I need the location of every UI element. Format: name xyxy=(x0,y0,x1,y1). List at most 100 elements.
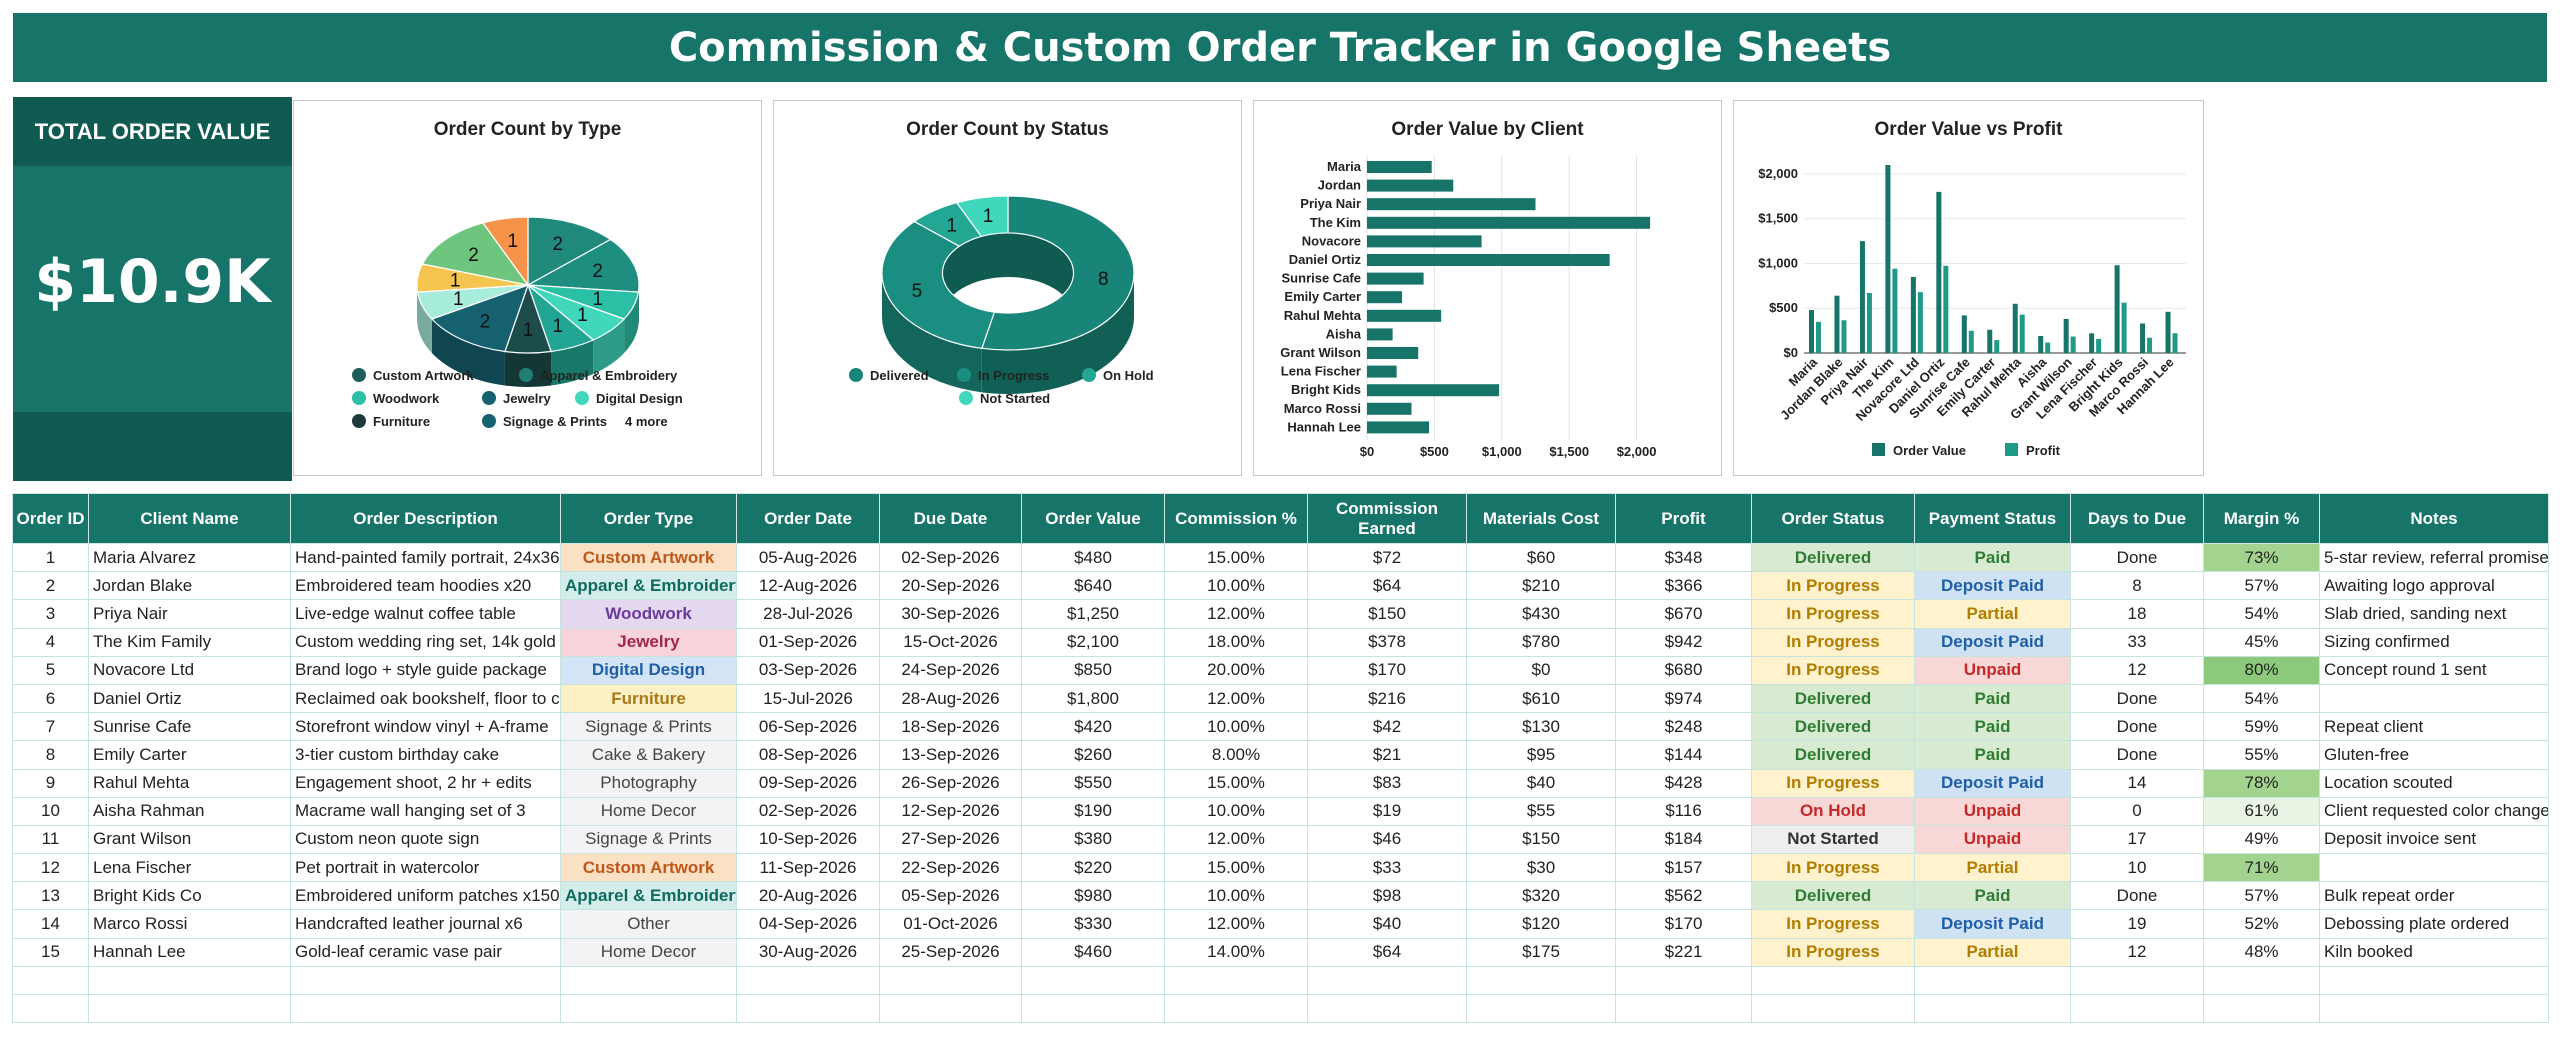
table-row[interactable]: 10 Aisha Rahman Macrame wall hanging set o… xyxy=(12,796,2549,826)
notes-cell[interactable] xyxy=(2319,853,2549,883)
order-value-cell[interactable]: $420 xyxy=(1021,712,1165,742)
table-row[interactable]: 4 The Kim Family Custom wedding ring set, … xyxy=(12,627,2549,657)
payment-status-cell[interactable]: Unpaid xyxy=(1914,796,2071,826)
column-header[interactable]: Margin % xyxy=(2203,493,2320,544)
commission-pct-cell[interactable]: 12.00% xyxy=(1164,909,1308,939)
order-description-cell[interactable]: Hand-painted family portrait, 24x36 xyxy=(290,542,561,573)
due-date-cell[interactable]: 12-Sep-2026 xyxy=(879,796,1022,826)
column-header[interactable]: Materials Cost xyxy=(1466,493,1616,544)
profit-cell[interactable]: $428 xyxy=(1615,768,1752,798)
empty-row[interactable] xyxy=(12,993,2549,1024)
order-type-cell[interactable]: Apparel & Embroidery xyxy=(560,571,737,601)
client-name-cell[interactable]: Lena Fischer xyxy=(88,853,291,883)
materials-cost-cell[interactable]: $95 xyxy=(1466,740,1616,770)
due-date-cell[interactable]: 27-Sep-2026 xyxy=(879,824,1022,855)
order-value-cell[interactable]: $220 xyxy=(1021,853,1165,883)
column-header[interactable]: Commission Earned xyxy=(1307,493,1467,544)
order-id-cell[interactable]: 9 xyxy=(12,768,89,798)
commission-earned-cell[interactable]: $46 xyxy=(1307,824,1467,855)
order-status-cell[interactable]: Delivered xyxy=(1751,683,1915,714)
commission-earned-cell[interactable]: $64 xyxy=(1307,937,1467,967)
empty-cell[interactable] xyxy=(88,993,291,1024)
due-date-cell[interactable]: 05-Sep-2026 xyxy=(879,881,1022,911)
table-row[interactable]: 5 Novacore Ltd Brand logo + style guide pa… xyxy=(12,655,2549,685)
order-type-cell[interactable]: Signage & Prints xyxy=(560,712,737,742)
order-date-cell[interactable]: 15-Jul-2026 xyxy=(736,683,880,714)
order-id-cell[interactable]: 14 xyxy=(12,909,89,939)
commission-pct-cell[interactable]: 12.00% xyxy=(1164,599,1308,629)
commission-earned-cell[interactable]: $98 xyxy=(1307,881,1467,911)
order-status-cell[interactable]: Not Started xyxy=(1751,824,1915,855)
order-value-cell[interactable]: $190 xyxy=(1021,796,1165,826)
due-date-cell[interactable]: 24-Sep-2026 xyxy=(879,655,1022,685)
commission-pct-cell[interactable]: 15.00% xyxy=(1164,768,1308,798)
empty-cell[interactable] xyxy=(736,993,880,1024)
materials-cost-cell[interactable]: $320 xyxy=(1466,881,1616,911)
order-id-cell[interactable]: 5 xyxy=(12,655,89,685)
materials-cost-cell[interactable]: $610 xyxy=(1466,683,1616,714)
materials-cost-cell[interactable]: $55 xyxy=(1466,796,1616,826)
order-date-cell[interactable]: 03-Sep-2026 xyxy=(736,655,880,685)
order-date-cell[interactable]: 04-Sep-2026 xyxy=(736,909,880,939)
margin-pct-cell[interactable]: 80% xyxy=(2203,655,2320,685)
due-date-cell[interactable]: 25-Sep-2026 xyxy=(879,937,1022,967)
commission-earned-cell[interactable]: $150 xyxy=(1307,599,1467,629)
days-to-due-cell[interactable]: 8 xyxy=(2070,571,2204,601)
materials-cost-cell[interactable]: $130 xyxy=(1466,712,1616,742)
empty-cell[interactable] xyxy=(1751,965,1915,996)
order-date-cell[interactable]: 30-Aug-2026 xyxy=(736,937,880,967)
commission-pct-cell[interactable]: 20.00% xyxy=(1164,655,1308,685)
profit-cell[interactable]: $348 xyxy=(1615,542,1752,573)
order-description-cell[interactable]: 3-tier custom birthday cake xyxy=(290,740,561,770)
client-name-cell[interactable]: The Kim Family xyxy=(88,627,291,657)
notes-cell[interactable]: Gluten-free xyxy=(2319,740,2549,770)
margin-pct-cell[interactable]: 54% xyxy=(2203,599,2320,629)
order-status-cell[interactable]: In Progress xyxy=(1751,768,1915,798)
column-header[interactable]: Order Value xyxy=(1021,493,1165,544)
order-value-cell[interactable]: $640 xyxy=(1021,571,1165,601)
payment-status-cell[interactable]: Partial xyxy=(1914,853,2071,883)
order-description-cell[interactable]: Handcrafted leather journal x6 xyxy=(290,909,561,939)
days-to-due-cell[interactable]: Done xyxy=(2070,712,2204,742)
column-header[interactable]: Payment Status xyxy=(1914,493,2071,544)
order-status-cell[interactable]: In Progress xyxy=(1751,627,1915,657)
empty-cell[interactable] xyxy=(879,993,1022,1024)
order-description-cell[interactable]: Custom wedding ring set, 14k gold xyxy=(290,627,561,657)
column-header[interactable]: Client Name xyxy=(88,493,291,544)
margin-pct-cell[interactable]: 73% xyxy=(2203,542,2320,573)
empty-cell[interactable] xyxy=(1914,993,2071,1024)
commission-pct-cell[interactable]: 15.00% xyxy=(1164,542,1308,573)
order-value-cell[interactable]: $850 xyxy=(1021,655,1165,685)
order-value-cell[interactable]: $1,250 xyxy=(1021,599,1165,629)
column-header[interactable]: Days to Due xyxy=(2070,493,2204,544)
order-status-cell[interactable]: Delivered xyxy=(1751,712,1915,742)
empty-cell[interactable] xyxy=(88,965,291,996)
margin-pct-cell[interactable]: 78% xyxy=(2203,768,2320,798)
chart-order-count-by-status[interactable]: Order Count by Status 8 5 1 1 Delivered In Pr… xyxy=(773,100,1242,476)
empty-cell[interactable] xyxy=(1164,993,1308,1024)
client-name-cell[interactable]: Daniel Ortiz xyxy=(88,683,291,714)
table-row[interactable]: 6 Daniel Ortiz Reclaimed oak bookshelf, fl… xyxy=(12,683,2549,714)
client-name-cell[interactable]: Bright Kids Co xyxy=(88,881,291,911)
table-row[interactable]: 14 Marco Rossi Handcrafted leather journal… xyxy=(12,909,2549,939)
order-date-cell[interactable]: 20-Aug-2026 xyxy=(736,881,880,911)
empty-cell[interactable] xyxy=(879,965,1022,996)
empty-cell[interactable] xyxy=(560,965,737,996)
commission-pct-cell[interactable]: 10.00% xyxy=(1164,571,1308,601)
notes-cell[interactable]: Deposit invoice sent xyxy=(2319,824,2549,855)
order-id-cell[interactable]: 1 xyxy=(12,542,89,573)
order-type-cell[interactable]: Signage & Prints xyxy=(560,824,737,855)
empty-cell[interactable] xyxy=(1021,965,1165,996)
notes-cell[interactable]: 5-star review, referral promised xyxy=(2319,542,2549,573)
payment-status-cell[interactable]: Deposit Paid xyxy=(1914,627,2071,657)
commission-earned-cell[interactable]: $72 xyxy=(1307,542,1467,573)
materials-cost-cell[interactable]: $210 xyxy=(1466,571,1616,601)
payment-status-cell[interactable]: Paid xyxy=(1914,712,2071,742)
order-date-cell[interactable]: 06-Sep-2026 xyxy=(736,712,880,742)
column-header[interactable]: Commission % xyxy=(1164,493,1308,544)
commission-earned-cell[interactable]: $216 xyxy=(1307,683,1467,714)
order-type-cell[interactable]: Digital Design xyxy=(560,655,737,685)
margin-pct-cell[interactable]: 59% xyxy=(2203,712,2320,742)
days-to-due-cell[interactable]: 0 xyxy=(2070,796,2204,826)
column-header[interactable]: Order Type xyxy=(560,493,737,544)
